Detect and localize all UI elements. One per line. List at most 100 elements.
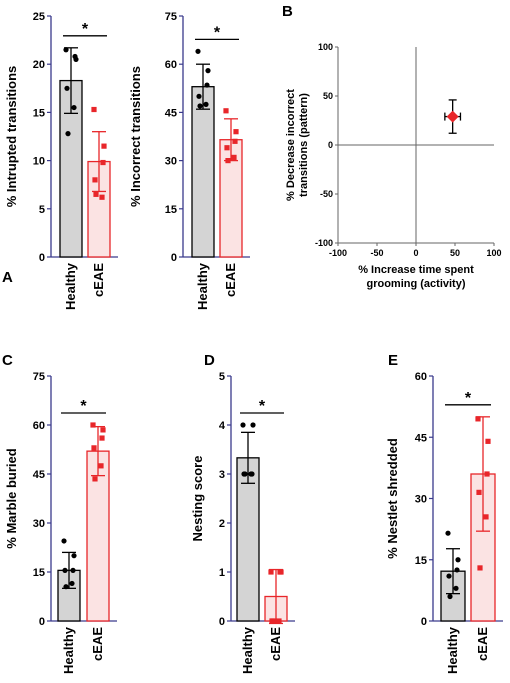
data-point-ceae — [232, 138, 238, 144]
data-point-ceae — [90, 422, 96, 428]
y-tick-label: 0 — [39, 616, 45, 628]
data-point-ceae — [91, 106, 97, 113]
data-point-healthy — [203, 101, 209, 107]
data-point-ceae — [268, 569, 274, 575]
significance-star: * — [214, 24, 221, 41]
data-point-healthy — [248, 471, 254, 477]
y-tick-label: 60 — [33, 420, 45, 432]
data-point-healthy — [63, 47, 69, 53]
y-tick-label: 75 — [165, 11, 177, 23]
y-tick-label: 60 — [165, 59, 177, 71]
y-tick-label: 75 — [33, 371, 45, 383]
significance-star: * — [80, 398, 87, 415]
data-point-healthy — [454, 567, 460, 573]
y-tick-label: -100 — [315, 238, 333, 248]
y-tick-label: 0 — [39, 252, 45, 264]
category-label-ceae: cEAE — [91, 263, 106, 297]
data-point-healthy — [72, 53, 78, 60]
category-label-ceae: cEAE — [223, 263, 238, 297]
panel-c-marble-buried-chart: 0 15 30 45 60 75 % Marble buried C Healthy cEAE * — [2, 352, 117, 674]
data-point-ceae — [485, 438, 491, 444]
data-point-ceae — [98, 463, 104, 469]
panel-letter: D — [204, 352, 215, 369]
y-tick-label: 4 — [219, 420, 226, 432]
y-tick-label: 15 — [33, 567, 45, 579]
data-point-healthy — [62, 567, 68, 573]
y-tick-label: 45 — [415, 432, 427, 444]
y-tick-label: 45 — [165, 107, 177, 119]
y-axis-label: Nesting score — [190, 456, 205, 542]
data-point-healthy — [61, 538, 67, 544]
data-point-healthy — [445, 530, 451, 536]
category-label-ceae: cEAE — [90, 627, 105, 661]
y-tick-label: 50 — [323, 91, 333, 101]
x-tick-label: 0 — [413, 248, 418, 258]
y-tick-label: 5 — [219, 371, 225, 383]
y-axis-label: % Incorrect transitions — [128, 66, 143, 207]
y-tick-label: 2 — [219, 518, 225, 530]
y-axis-label: % Decrease incorrecttransitions (pattern… — [285, 89, 310, 201]
y-tick-label: 0 — [328, 140, 333, 150]
x-tick-label: -50 — [370, 248, 383, 258]
data-point-ceae — [223, 108, 229, 114]
data-point-ceae — [99, 435, 105, 441]
category-label-healthy: Healthy — [445, 626, 460, 674]
y-tick-label: 15 — [165, 204, 177, 216]
data-point-ceae — [233, 129, 239, 135]
data-point-ceae — [475, 416, 481, 422]
x-tick-label: -100 — [329, 248, 347, 258]
significance-star: * — [82, 21, 89, 38]
panel-letter: C — [2, 352, 13, 369]
data-point-ceae — [476, 489, 482, 495]
category-label-healthy: Healthy — [63, 262, 78, 310]
y-tick-label: 15 — [415, 555, 427, 567]
data-point-ceae — [92, 177, 98, 183]
y-tick-label: 5 — [39, 204, 45, 216]
data-point-healthy — [205, 68, 211, 74]
y-tick-label: 60 — [415, 371, 427, 383]
bar-ceae — [86, 450, 110, 622]
panel-b-scatter-chart: B -100 -50 0 50 100 -100 -50 0 50 100 % Decrease in… — [282, 3, 502, 290]
data-point-ceae — [276, 618, 282, 624]
data-point-healthy — [446, 573, 452, 579]
category-label-ceae: cEAE — [268, 627, 283, 661]
panel-letter: A — [2, 269, 13, 286]
data-point-ceae — [99, 194, 105, 200]
y-tick-label: 0 — [171, 252, 177, 264]
y-axis-label: % Nestlet shredded — [385, 438, 400, 559]
y-axis-label: % Marble buried — [4, 448, 19, 548]
panel-e-nestlet-shredded-chart: 0 15 30 45 60 % Nestlet shredded E Healthy cEAE * — [385, 352, 503, 674]
data-point-ceae — [100, 427, 106, 433]
y-axis-label: % Intrupted transitions — [4, 66, 19, 208]
data-point-ceae — [93, 191, 99, 197]
data-point-healthy — [63, 584, 69, 590]
data-point-healthy — [70, 567, 76, 573]
data-point-healthy — [65, 131, 71, 137]
data-point-ceae — [477, 565, 483, 571]
panel-letter: B — [282, 3, 293, 20]
x-tick-label: 100 — [486, 248, 501, 258]
y-tick-label: -50 — [320, 189, 333, 199]
category-label-healthy: Healthy — [195, 262, 210, 310]
y-tick-label: 100 — [318, 42, 333, 52]
y-tick-label: 30 — [33, 518, 45, 530]
data-point-ceae — [92, 476, 98, 482]
data-point-ceae — [231, 154, 237, 160]
data-point-healthy — [71, 553, 77, 559]
data-point-healthy — [453, 585, 459, 591]
y-tick-label: 20 — [33, 59, 45, 71]
data-point-ceae — [270, 618, 276, 624]
data-point-ceae — [100, 159, 106, 166]
data-point-ceae — [277, 569, 283, 575]
data-point-healthy — [64, 85, 70, 91]
y-tick-label: 25 — [33, 11, 45, 23]
data-point-healthy — [196, 93, 202, 99]
category-label-healthy: Healthy — [61, 626, 76, 674]
x-axis-label: % Increase time spent grooming (activity) — [358, 264, 474, 290]
data-point-healthy — [240, 422, 246, 428]
y-tick-label: 30 — [165, 156, 177, 168]
y-tick-label: 10 — [33, 156, 45, 168]
y-tick-label: 30 — [415, 494, 427, 506]
y-tick-label: 45 — [33, 469, 45, 481]
